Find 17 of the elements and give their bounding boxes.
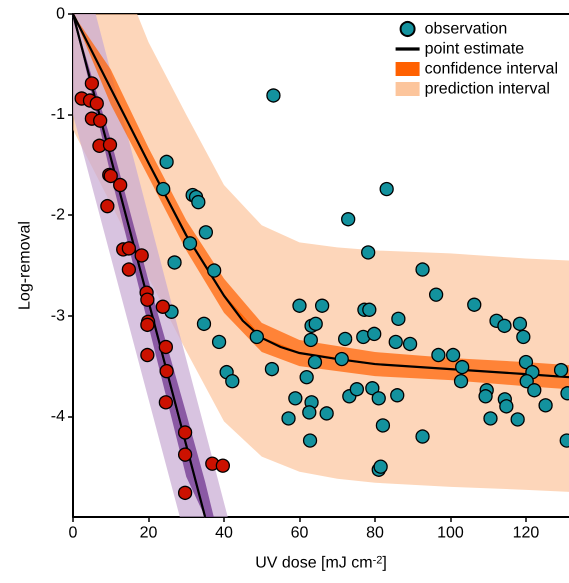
x-tick-label: 60 [290, 524, 308, 542]
x-tick-label: 100 [437, 524, 464, 542]
legend-label: point estimate [424, 40, 524, 58]
x-tick-label: 0 [68, 524, 78, 542]
x-tick-label: 120 [512, 524, 540, 542]
legend-label: observation [424, 20, 508, 38]
x-tick-label: 20 [140, 524, 158, 542]
y-tick-label: -2 [50, 206, 66, 224]
x-tick-label: 40 [215, 524, 233, 542]
legend-label: confidence interval [424, 60, 558, 78]
y-tick-label: -3 [50, 307, 66, 324]
legend-label: prediction interval [424, 80, 550, 98]
y-tick-label: 0 [56, 6, 66, 22]
y-axis-title: Log-removal [16, 221, 34, 310]
y-tick-label: -4 [50, 408, 66, 425]
y-tick-label: -1 [50, 106, 66, 124]
x-tick-label: 80 [366, 524, 384, 542]
